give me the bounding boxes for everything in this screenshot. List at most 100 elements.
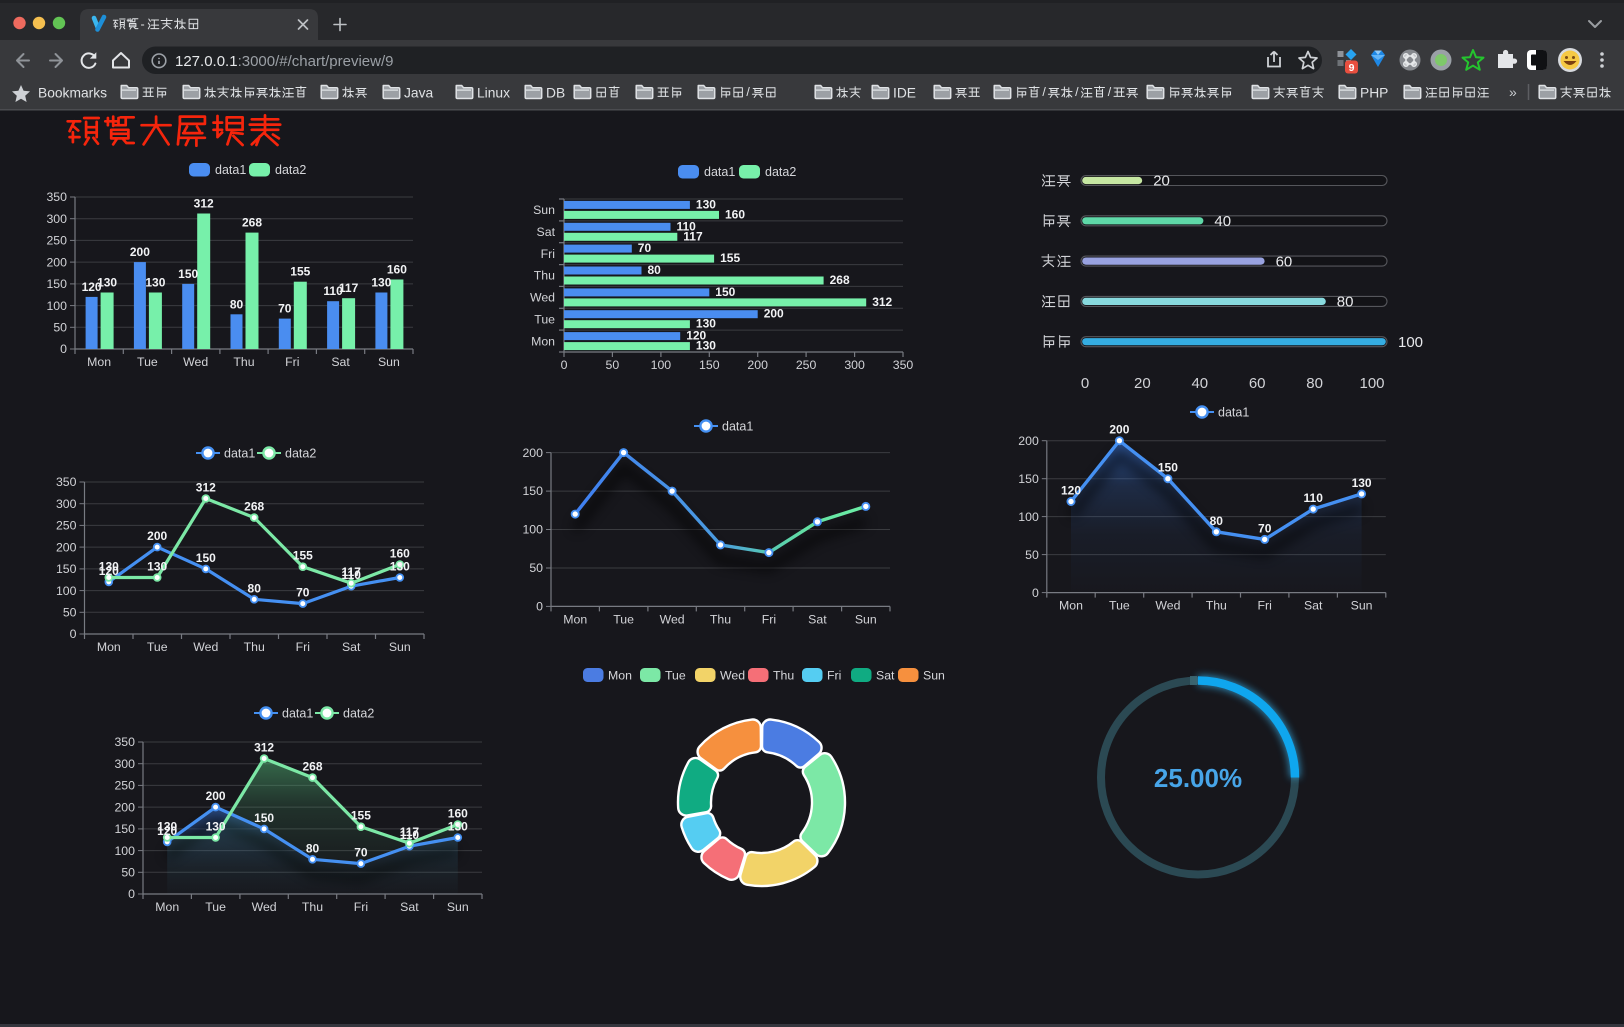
svg-text:Thu: Thu <box>244 640 265 654</box>
svg-text:0: 0 <box>128 887 135 901</box>
svg-text:160: 160 <box>448 807 468 821</box>
svg-text:150: 150 <box>699 358 720 372</box>
svg-text:150: 150 <box>1158 461 1178 475</box>
svg-text:250: 250 <box>796 358 817 372</box>
svg-text:155: 155 <box>293 549 313 563</box>
svg-text:117: 117 <box>339 281 359 295</box>
svg-text:Sun: Sun <box>389 640 411 654</box>
svg-text:268: 268 <box>830 273 850 287</box>
svg-text:data2: data2 <box>285 447 316 461</box>
svg-text:data1: data1 <box>722 420 753 434</box>
svg-text:0: 0 <box>536 600 543 614</box>
svg-text:100: 100 <box>1018 510 1039 524</box>
svg-text:200: 200 <box>206 789 226 803</box>
svg-text:268: 268 <box>302 760 322 774</box>
svg-text:PHP: PHP <box>1360 85 1388 100</box>
svg-text:Mon: Mon <box>155 900 179 914</box>
svg-text:/: / <box>1108 85 1112 99</box>
svg-text:data1: data1 <box>224 447 255 461</box>
svg-text:130: 130 <box>145 276 165 290</box>
svg-text:/: / <box>746 85 750 99</box>
svg-text:130: 130 <box>1352 476 1372 490</box>
svg-text:Thu: Thu <box>773 669 794 683</box>
svg-text:Tue: Tue <box>205 900 226 914</box>
svg-text:312: 312 <box>196 481 216 495</box>
svg-text:IDE: IDE <box>893 85 916 100</box>
svg-text:Thu: Thu <box>534 269 555 283</box>
svg-text:40: 40 <box>1191 375 1208 392</box>
svg-text:-: - <box>141 18 145 32</box>
svg-text:Tue: Tue <box>534 312 555 326</box>
svg-text:120: 120 <box>1061 484 1081 498</box>
svg-text:Linux: Linux <box>477 85 510 100</box>
svg-text:200: 200 <box>147 529 167 543</box>
svg-text:/: / <box>1042 85 1046 99</box>
svg-text:Fri: Fri <box>762 612 776 626</box>
svg-text:0: 0 <box>1032 586 1039 600</box>
svg-text:155: 155 <box>290 265 310 279</box>
svg-text:312: 312 <box>872 295 892 309</box>
svg-text:DB: DB <box>546 85 565 100</box>
svg-text:Wed: Wed <box>183 355 208 369</box>
svg-text:155: 155 <box>351 809 371 823</box>
svg-text:150: 150 <box>178 267 198 281</box>
svg-text:Wed: Wed <box>252 900 277 914</box>
svg-text:200: 200 <box>130 245 150 259</box>
svg-text:50: 50 <box>1025 548 1039 562</box>
svg-text:130: 130 <box>696 197 716 211</box>
svg-text:117: 117 <box>683 229 703 243</box>
svg-text:117: 117 <box>342 565 362 579</box>
svg-text:80: 80 <box>1306 375 1323 392</box>
svg-text:Wed: Wed <box>1155 599 1180 613</box>
svg-text:300: 300 <box>46 212 67 226</box>
svg-text:120: 120 <box>157 824 177 838</box>
svg-text:Mon: Mon <box>531 334 555 348</box>
svg-text:Tue: Tue <box>137 355 158 369</box>
svg-text:110: 110 <box>1304 491 1324 505</box>
svg-text:150: 150 <box>114 822 135 836</box>
svg-text:Thu: Thu <box>710 612 731 626</box>
svg-text:Sat: Sat <box>331 355 350 369</box>
svg-text:data2: data2 <box>275 163 306 177</box>
svg-text:110: 110 <box>400 828 420 842</box>
svg-text:110: 110 <box>677 219 697 233</box>
svg-text:Fri: Fri <box>827 669 841 683</box>
svg-text:Tue: Tue <box>1109 599 1130 613</box>
svg-text:Sat: Sat <box>537 225 556 239</box>
svg-text:150: 150 <box>56 562 77 576</box>
svg-text:110: 110 <box>342 568 362 582</box>
svg-text:350: 350 <box>114 735 135 749</box>
svg-text:80: 80 <box>248 581 262 595</box>
svg-text:0: 0 <box>561 358 568 372</box>
svg-text:0: 0 <box>1081 375 1089 392</box>
svg-text:80: 80 <box>306 841 320 855</box>
svg-text:50: 50 <box>53 321 67 335</box>
svg-text:268: 268 <box>242 216 262 230</box>
svg-text:50: 50 <box>121 866 135 880</box>
svg-text:130: 130 <box>696 317 716 331</box>
svg-text:250: 250 <box>114 779 135 793</box>
svg-text:200: 200 <box>764 307 784 321</box>
svg-text:268: 268 <box>244 500 264 514</box>
svg-text:50: 50 <box>529 561 543 575</box>
svg-text:70: 70 <box>354 846 368 860</box>
svg-text:300: 300 <box>114 757 135 771</box>
svg-text:120: 120 <box>82 280 102 294</box>
svg-text:110: 110 <box>323 284 343 298</box>
svg-text:Sat: Sat <box>876 669 895 683</box>
svg-text:Sat: Sat <box>342 640 361 654</box>
svg-text:80: 80 <box>1337 294 1354 311</box>
svg-text:70: 70 <box>638 241 652 255</box>
svg-text:0: 0 <box>70 627 77 641</box>
svg-text:100: 100 <box>46 299 67 313</box>
svg-text:120: 120 <box>686 329 706 343</box>
svg-text:80: 80 <box>230 297 244 311</box>
svg-text:50: 50 <box>606 358 620 372</box>
svg-text:200: 200 <box>747 358 768 372</box>
svg-text:20: 20 <box>1134 375 1151 392</box>
svg-text:130: 130 <box>147 560 167 574</box>
svg-text:160: 160 <box>390 547 410 561</box>
svg-text:Sat: Sat <box>808 612 827 626</box>
svg-text:Sat: Sat <box>1304 599 1323 613</box>
svg-text:25.00%: 25.00% <box>1154 763 1242 793</box>
